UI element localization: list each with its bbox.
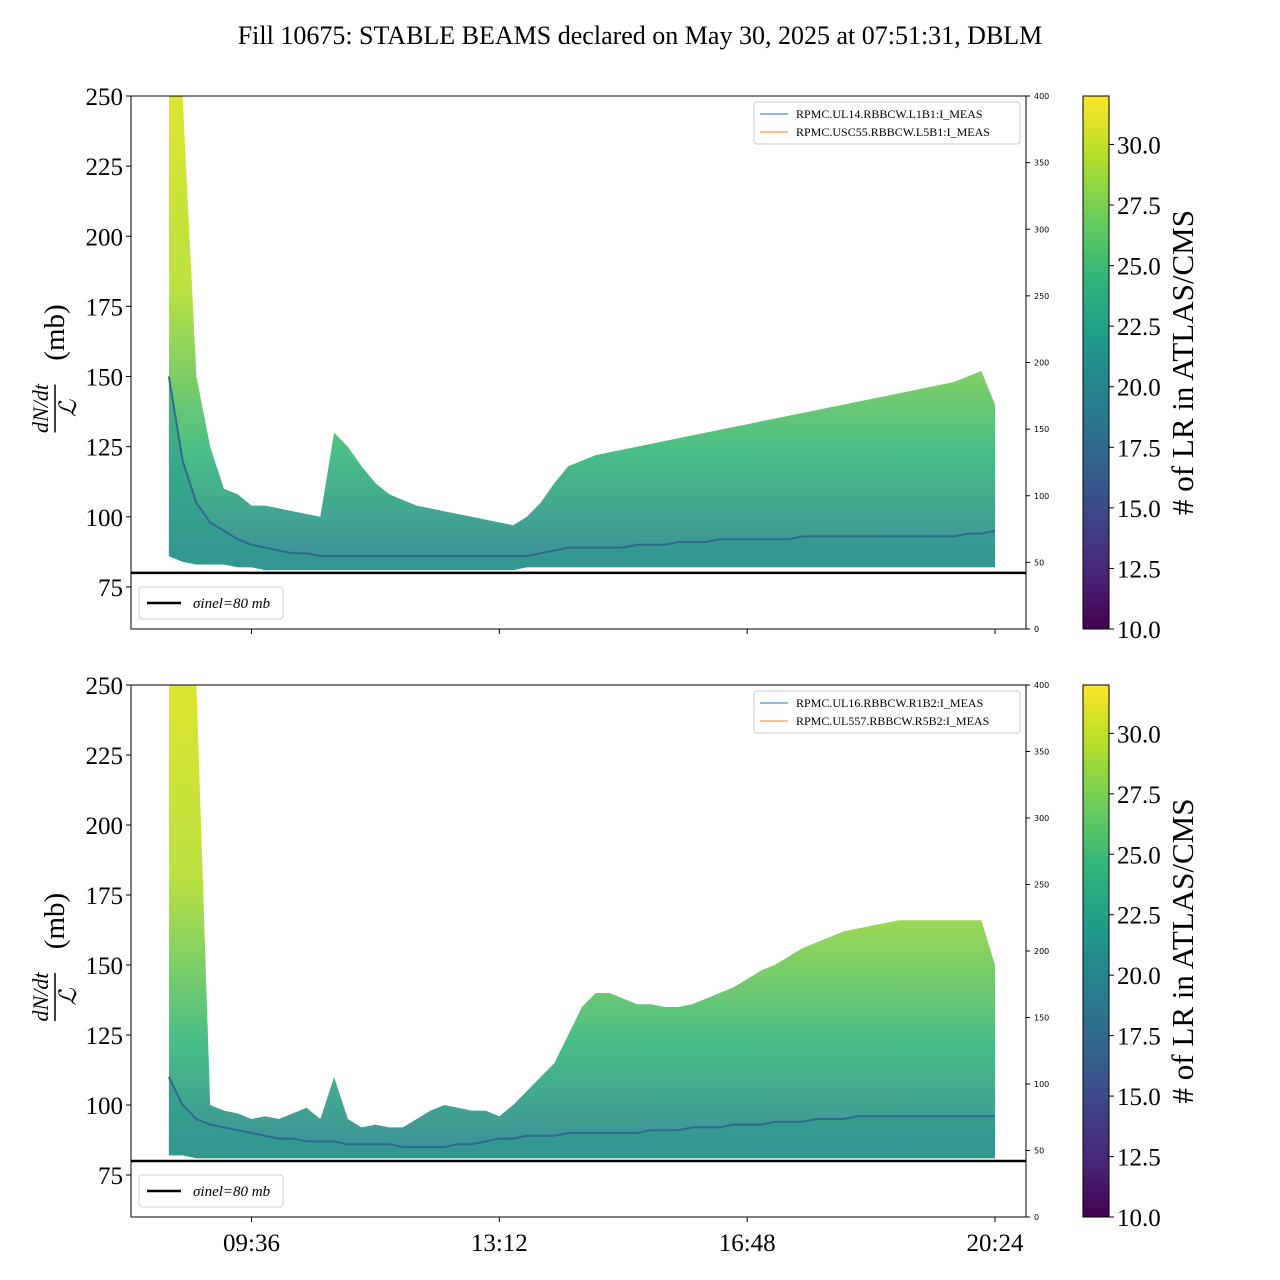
right-y-tick-label: 350 [1034, 159, 1049, 168]
legend-box [753, 101, 1021, 145]
y-tick-label: 150 [86, 365, 124, 392]
legend-box [753, 690, 1021, 734]
y-label-numerator: dN/dt [28, 972, 53, 1022]
y-tick-label: 250 [86, 84, 124, 111]
y-tick-label: 175 [86, 294, 124, 321]
data-core-band [168, 1077, 995, 1159]
colorbar-tick-label: 22.5 [1117, 314, 1161, 341]
y-tick-label: 225 [86, 154, 124, 181]
right-y-tick-label: 50 [1034, 558, 1044, 567]
data-median-line [168, 1076, 995, 1148]
colorbar-tick-label: 20.0 [1117, 375, 1161, 402]
right-y-tick-label: 0 [1034, 1213, 1039, 1222]
colorbar-tick-label: 15.0 [1117, 496, 1161, 523]
y-tick-label: 200 [86, 813, 124, 840]
right-y-tick-label: 100 [1034, 492, 1049, 501]
data-layer [167, 96, 996, 571]
colorbar-tick-label: 17.5 [1117, 435, 1161, 462]
colorbar-tick-label: 10.0 [1117, 617, 1161, 644]
colorbar-tick-label: 27.5 [1117, 782, 1161, 809]
y-label-unit: (mb) [39, 304, 71, 360]
legend-entry: RPMC.UL14.RBBCW.L1B1:I_MEAS [796, 107, 983, 121]
y-tick-label: 125 [86, 435, 124, 462]
colorbar-tick-label: 25.0 [1117, 842, 1161, 869]
y-tick-label: 100 [86, 1093, 124, 1120]
colorbar-tick-label: 25.0 [1117, 254, 1161, 281]
y-tick-label: 100 [86, 505, 124, 532]
right-y-tick-label: 400 [1034, 681, 1049, 690]
colorbar [1082, 684, 1110, 1218]
data-band [168, 685, 995, 1159]
reference-legend-box [138, 586, 284, 620]
right-y-tick-label: 150 [1034, 425, 1049, 434]
colorbar-label: # of LR in ATLAS/CMS [1165, 799, 1200, 1104]
y-label-denominator: ℒ [56, 399, 82, 417]
right-y-tick-label: 250 [1034, 881, 1049, 890]
y-label-denominator: ℒ [56, 988, 82, 1006]
x-tick-label: 16:48 [719, 1230, 776, 1257]
data-band [168, 96, 995, 571]
x-tick-label: 09:36 [223, 1230, 280, 1257]
y-axis-label: dN/dt ℒ (mb) [28, 893, 82, 1022]
legend-entry: RPMC.USC55.RBBCW.L5B1:I_MEAS [796, 125, 990, 139]
colorbar-tick-label: 12.5 [1117, 1145, 1161, 1172]
right-y-tick-label: 200 [1034, 947, 1049, 956]
y-tick-label: 225 [86, 743, 124, 770]
right-y-tick-label: 0 [1034, 625, 1039, 634]
colorbar-tick-label: 17.5 [1117, 1024, 1161, 1051]
y-label-numerator: dN/dt [28, 383, 53, 433]
y-tick-label: 175 [86, 883, 124, 910]
colorbar-tick-label: 15.0 [1117, 1084, 1161, 1111]
right-y-tick-label: 350 [1034, 748, 1049, 757]
reference-legend-label: σinel=80 mb [193, 596, 271, 612]
y-tick-label: 250 [86, 673, 124, 700]
panel-bottom: 75 100 125 150 175 200 225 250 0 50 100 150 200 250 30… [28, 673, 1200, 1257]
right-y-tick-label: 200 [1034, 359, 1049, 368]
figure-title: Fill 10675: STABLE BEAMS declared on May… [238, 21, 1043, 50]
y-label-unit: (mb) [39, 893, 71, 949]
reference-legend-label: σinel=80 mb [193, 1184, 271, 1200]
colorbar-tick-label: 10.0 [1117, 1205, 1161, 1232]
right-y-tick-label: 400 [1034, 92, 1049, 101]
colorbar-tick-label: 30.0 [1117, 721, 1161, 748]
data-median-line [167, 376, 996, 558]
y-tick-label: 200 [86, 224, 124, 251]
y-tick-label: 75 [98, 575, 123, 602]
right-y-tick-label: 100 [1034, 1080, 1049, 1089]
data-core-band [168, 376, 995, 571]
colorbar-tick-label: 30.0 [1117, 132, 1161, 159]
colorbar-tick-label: 27.5 [1117, 193, 1161, 220]
reference-legend-box [138, 1174, 284, 1208]
y-tick-label: 75 [98, 1163, 123, 1190]
data-layer [168, 685, 995, 1159]
y-tick-label: 150 [86, 953, 124, 980]
right-y-tick-label: 300 [1034, 225, 1049, 234]
y-axis-label: dN/dt ℒ (mb) [28, 304, 82, 433]
colorbar-tick-label: 22.5 [1117, 903, 1161, 930]
right-y-tick-label: 250 [1034, 292, 1049, 301]
colorbar [1082, 95, 1110, 630]
colorbar-tick-label: 12.5 [1117, 556, 1161, 583]
x-tick-label: 20:24 [967, 1230, 1024, 1257]
right-y-tick-label: 50 [1034, 1147, 1044, 1156]
colorbar-tick-label: 20.0 [1117, 963, 1161, 990]
right-y-tick-label: 300 [1034, 814, 1049, 823]
panel-top: 75 100 125 150 175 200 225 250 0 50 100 150 200 250 30… [28, 84, 1200, 644]
legend-entry: RPMC.UL557.RBBCW.R5B2:I_MEAS [796, 714, 989, 728]
y-tick-label: 125 [86, 1023, 124, 1050]
right-y-tick-label: 150 [1034, 1014, 1049, 1023]
colorbar-label: # of LR in ATLAS/CMS [1165, 210, 1200, 515]
x-tick-label: 13:12 [471, 1230, 528, 1257]
legend-entry: RPMC.UL16.RBBCW.R1B2:I_MEAS [796, 696, 983, 710]
